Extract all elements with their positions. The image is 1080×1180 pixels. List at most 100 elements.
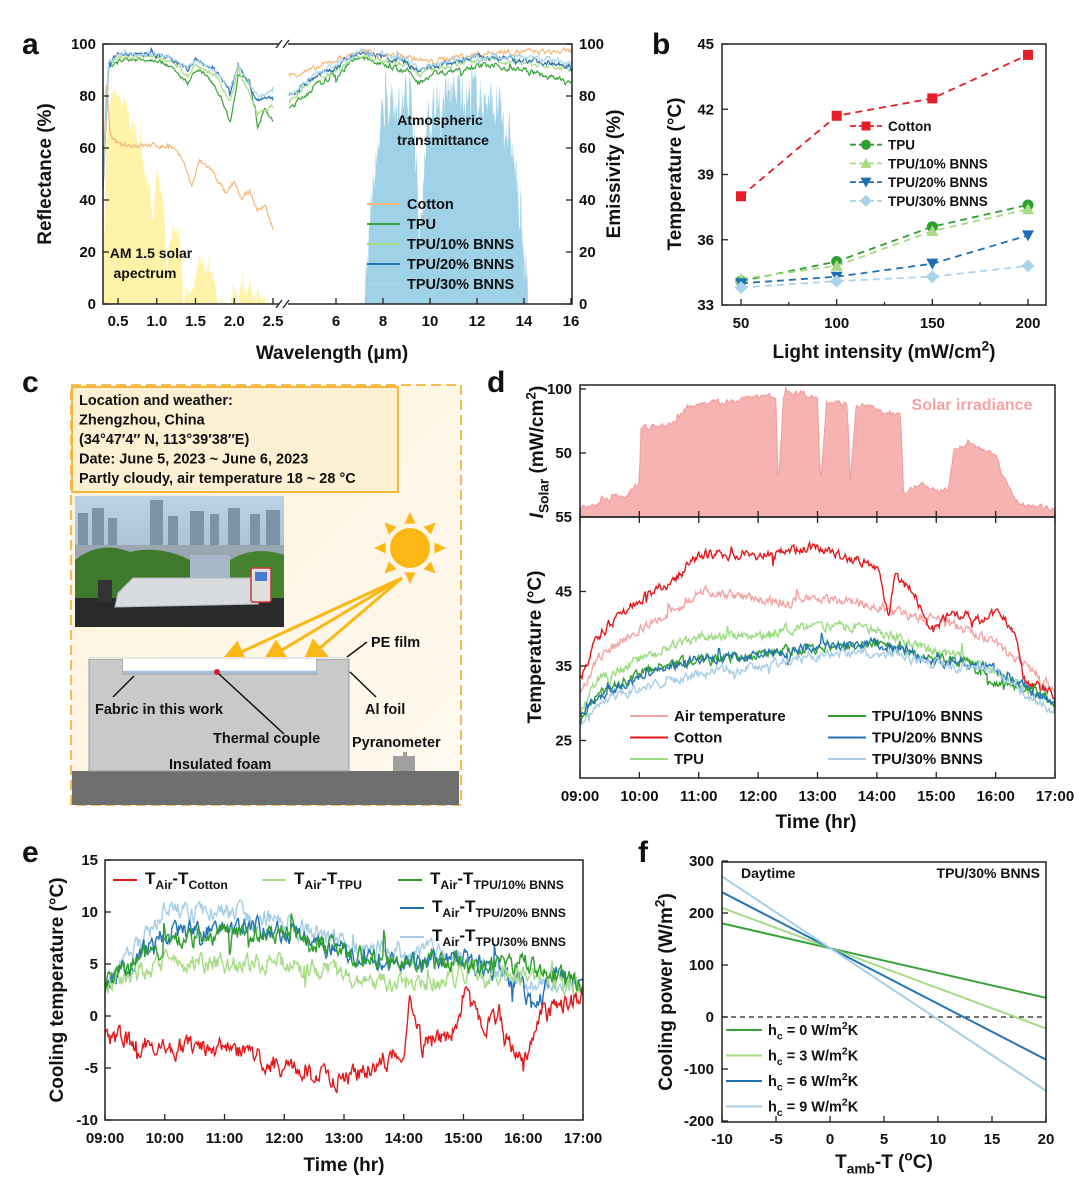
series-line	[580, 632, 1055, 717]
x-axis-title: Time (hr)	[776, 812, 857, 833]
annotation-daytime: Daytime	[741, 865, 796, 881]
location-info-line: Zhengzhou, China	[79, 413, 206, 429]
series-line	[721, 922, 1047, 999]
legend-label-part: T	[294, 869, 305, 888]
axis-break-mark	[282, 299, 290, 309]
y-tick-label: 45	[697, 36, 714, 53]
legend-label-part: 2	[842, 1047, 848, 1058]
ground	[72, 771, 459, 805]
data-point-triangle-down	[1022, 230, 1034, 242]
solar-irradiance-area	[580, 386, 1055, 517]
x-tick-label: 15:00	[917, 788, 955, 805]
legend-label: TAir-TCotton	[145, 869, 228, 892]
y-tick-label: 100	[71, 36, 96, 53]
y-tick-label: 39	[697, 167, 714, 184]
legend-label-part: -T	[459, 926, 476, 945]
x-tick-label: 10	[422, 313, 439, 330]
y-tick-label: 200	[689, 905, 714, 922]
series-line	[740, 265, 1029, 289]
y-tick-label: 0	[90, 1008, 98, 1025]
y2-axis-title: Emissivity (%)	[604, 110, 625, 239]
atmospheric-transmittance-fill	[364, 54, 529, 304]
x-tick-label: 16:00	[504, 1130, 542, 1147]
data-point-triangle-up	[830, 259, 843, 271]
label-thermal-couple: Thermal couple	[213, 731, 320, 747]
legend-label-part: TPU/20% BNNS	[475, 906, 565, 920]
plot-frame	[721, 43, 1047, 306]
legend-label: TPU	[888, 138, 915, 153]
panel-c-setup: Location and weather: Zhengzhou, China (34…	[70, 384, 462, 806]
legend-label: hc = 0 W/m2K	[768, 1021, 859, 1042]
x-tick-label: 17:00	[564, 1130, 602, 1147]
legend-label-part: K	[848, 1100, 859, 1116]
y2-tick-label: 40	[579, 192, 596, 209]
y-tick-label: 15	[81, 852, 98, 869]
legend-label-part: TPU/30% BNNS	[475, 935, 565, 949]
x-tick-label: -10	[711, 1131, 733, 1148]
x-axis-title: Wavelength (μm)	[256, 343, 408, 364]
legend-label: hc = 6 W/m2K	[768, 1072, 859, 1093]
leader-line	[112, 675, 135, 698]
series-line-reflectance	[103, 84, 274, 230]
leader-line	[218, 673, 285, 735]
panel-label: e	[22, 836, 39, 869]
x-tick-label: 12	[469, 313, 486, 330]
y-tick-label: 5	[90, 956, 98, 973]
chart-b: Cotton TPU TPU/10% BNNS TPU/20% BNNS TPU/30%…	[665, 36, 1047, 363]
x-tick-label: 17:00	[1036, 788, 1074, 805]
location-info-box	[71, 386, 399, 493]
y-axis-title-part: 2	[652, 899, 667, 907]
panel-label: a	[22, 28, 39, 61]
legend-label: hc = 3 W/m2K	[768, 1047, 859, 1068]
series-line	[580, 644, 1055, 728]
series-line	[580, 584, 1055, 693]
x-tick-label: 5	[880, 1131, 888, 1148]
lower-y-axis-title: Temperature (°C)	[525, 571, 546, 724]
legend-label-part: -T	[172, 869, 189, 888]
y-tick-label: 36	[697, 232, 714, 249]
legend-label-part: T	[432, 897, 443, 916]
x-axis-title-part: Light intensity (mW/cm	[773, 342, 982, 363]
series-line	[105, 986, 583, 1094]
axis-break-mark	[275, 299, 283, 309]
x-tick-label: 09:00	[561, 788, 599, 805]
legend-label-part: c	[777, 1057, 783, 1068]
label-pe-film: PE film	[371, 635, 420, 651]
y2-tick-label: 60	[579, 140, 596, 157]
legend-label: hc = 9 W/m2K	[768, 1098, 859, 1119]
x-tick-label: 09:00	[86, 1130, 124, 1147]
data-point-square	[927, 93, 938, 104]
legend-label-part: c	[777, 1108, 783, 1119]
x-axis-title-part: amb	[847, 1162, 875, 1177]
x-axis-title-part: -T (	[875, 1152, 905, 1173]
legend-label: Cotton	[674, 730, 722, 747]
legend-label-part: K	[848, 1049, 859, 1065]
series-line	[105, 913, 583, 993]
plot-frame	[102, 43, 573, 305]
legend-label-part: Air	[304, 878, 321, 892]
y-tick-label: 40	[79, 192, 96, 209]
data-point-triangle-up	[1022, 203, 1034, 215]
legend-label-part: = 0 W/m	[783, 1023, 842, 1039]
annotation-atm: Atmospheric	[397, 112, 483, 128]
data-point-triangle-down	[926, 258, 939, 270]
x-axis-title-part: )	[989, 342, 995, 363]
y-tick-label: 25	[555, 733, 572, 750]
y-tick-label: -100	[684, 1061, 714, 1078]
x-tick-label: 10:00	[620, 788, 658, 805]
legend-label: Cotton	[888, 119, 931, 134]
y-tick-label: 80	[79, 88, 96, 105]
x-tick-label: 100	[824, 315, 849, 332]
y2-tick-label: 20	[579, 244, 596, 261]
y-tick-label: 42	[697, 101, 714, 118]
annotation-am15: apectrum	[113, 265, 176, 281]
legend-label-part: 2	[842, 1098, 848, 1109]
leader-line	[349, 671, 377, 698]
x-tick-label: -5	[769, 1131, 782, 1148]
x-tick-label: 12:00	[265, 1130, 303, 1147]
x-tick-label: 10	[930, 1131, 947, 1148]
legend-label-part: Air	[442, 906, 459, 920]
y-axis-title: Temperature (°C)	[665, 98, 686, 251]
x-axis-title: Light intensity (mW/cm2)	[773, 338, 996, 363]
legend-label-part: c	[777, 1082, 783, 1093]
